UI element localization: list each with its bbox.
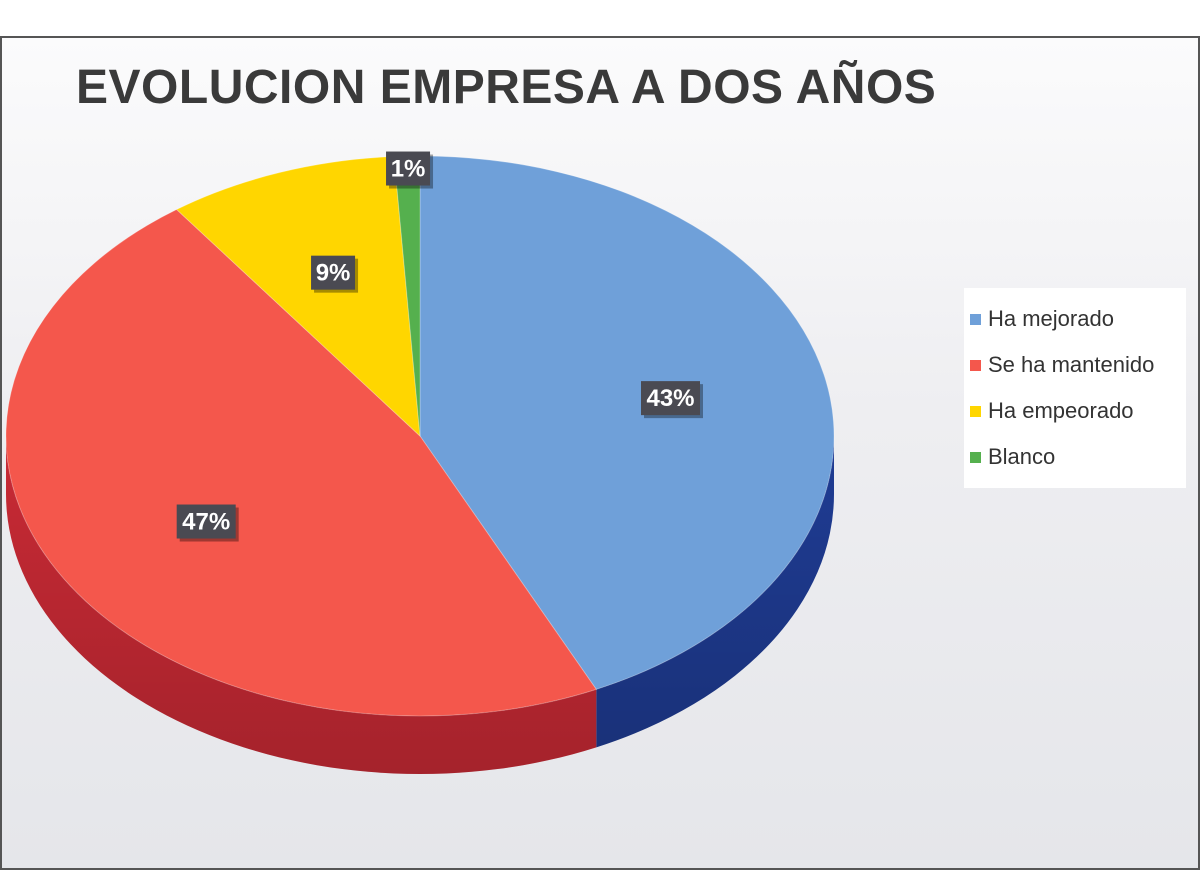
data-label-box [176, 504, 236, 539]
legend-label: Se ha mantenido [988, 352, 1155, 377]
data-label-text: 47% [182, 509, 230, 536]
legend-label: Ha empeorado [988, 398, 1134, 423]
pie-slice-ha-empeorado [175, 156, 421, 438]
data-label-se-ha-mantenido: 47% [176, 504, 239, 542]
legend-item-blanco: Blanco [970, 434, 1180, 480]
pie-data-labels: 43% 47% 9% 1% [176, 151, 703, 542]
legend-swatch [970, 313, 981, 325]
data-label-ha-empeorado: 9% [311, 255, 359, 293]
pie-slice-se-ha-mantenido [5, 208, 598, 717]
data-label-box [311, 255, 356, 290]
pie-side-shade [596, 436, 834, 748]
legend-item-ha-mejorado: Ha mejorado [970, 296, 1180, 342]
legend-item-se-ha-mantenido: Se ha mantenido [970, 342, 1180, 388]
chart-frame: EVOLUCION EMPRESA A DOS AÑOS 43% 47% 9% 1% … [0, 36, 1200, 870]
chart-title: EVOLUCION EMPRESA A DOS AÑOS [76, 61, 937, 114]
pie-chart: 43% 47% 9% 1% [5, 151, 835, 774]
pie-slices [5, 155, 835, 717]
data-label-text: 9% [316, 260, 351, 287]
legend-swatch [970, 405, 981, 417]
pie-sides [6, 436, 834, 774]
data-label-text: 1% [391, 156, 426, 183]
data-label-box [640, 381, 700, 416]
legend-label: Ha mejorado [988, 306, 1114, 331]
pie-side-shade [6, 436, 597, 774]
data-label-text: 43% [646, 385, 694, 412]
data-label-ha-mejorado: 43% [640, 381, 703, 419]
pie-slice-ha-mejorado [419, 155, 835, 690]
legend-swatch [970, 451, 981, 463]
data-label-box [386, 151, 431, 186]
legend-item-ha-empeorado: Ha empeorado [970, 388, 1180, 434]
legend-swatch [970, 359, 981, 371]
legend: Ha mejorado Se ha mantenido Ha empeorado… [964, 288, 1186, 488]
data-label-blanco: 1% [386, 151, 434, 189]
legend-label: Blanco [988, 444, 1056, 469]
